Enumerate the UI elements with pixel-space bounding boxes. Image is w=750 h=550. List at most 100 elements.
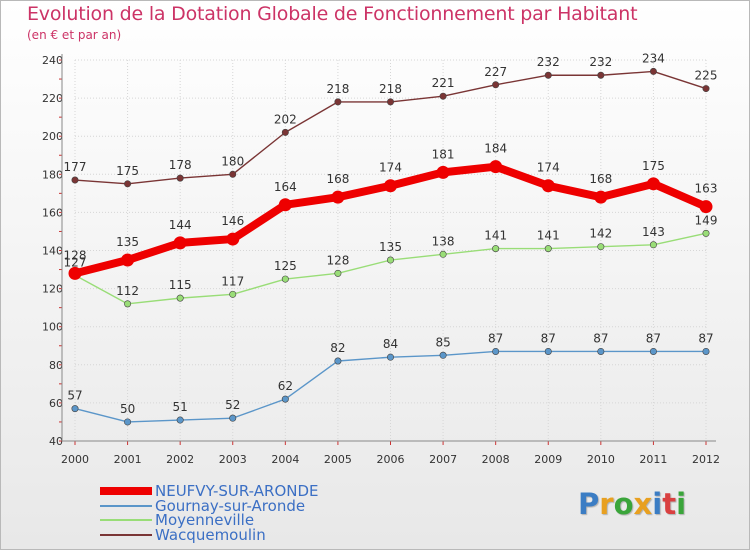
y-tick-label: 240 (42, 54, 63, 67)
data-label: 52 (225, 398, 240, 412)
data-label: 57 (67, 389, 82, 403)
logo-letter: x (633, 487, 653, 521)
data-label: 174 (537, 161, 560, 175)
data-point (386, 353, 394, 361)
data-label: 138 (432, 234, 455, 248)
data-point (334, 98, 342, 106)
data-point (702, 229, 710, 237)
data-point (597, 71, 605, 79)
data-point (124, 180, 132, 188)
data-label: 87 (541, 331, 556, 345)
data-label: 146 (221, 214, 244, 228)
data-point (594, 190, 608, 204)
x-tick-label: 2001 (114, 453, 142, 466)
data-point (702, 347, 710, 355)
legend-item: Moyenneville (100, 513, 319, 528)
data-point (492, 347, 500, 355)
series-moyenneville: 127 112 115 117 125 128 135 138 141 141 142 143 149 (64, 213, 717, 308)
x-tick-label: 2007 (429, 453, 457, 466)
y-tick-label: 180 (42, 168, 63, 181)
y-tick-label: 100 (42, 321, 63, 334)
data-point (278, 198, 292, 212)
data-label: 87 (698, 331, 713, 345)
data-label: 163 (695, 182, 718, 196)
x-tick-label: 2012 (692, 453, 720, 466)
y-tick-label: 160 (42, 206, 63, 219)
data-label: 225 (695, 69, 718, 83)
data-label: 135 (379, 240, 402, 254)
data-point (229, 414, 237, 422)
data-label: 125 (274, 259, 297, 273)
y-tick-label: 60 (49, 397, 63, 410)
legend-label: Gournay-sur-Aronde (155, 496, 306, 515)
legend-swatch (100, 487, 152, 496)
data-label: 117 (221, 274, 244, 288)
data-label: 51 (173, 400, 188, 414)
data-label: 87 (488, 331, 503, 345)
data-label: 142 (589, 227, 612, 241)
data-label: 87 (593, 331, 608, 345)
y-tick-label: 200 (42, 130, 63, 143)
data-label: 82 (330, 341, 345, 355)
data-point (281, 128, 289, 136)
legend-label: NEUFVY-SUR-ARONDE (155, 482, 319, 500)
x-tick-label: 2003 (219, 453, 247, 466)
data-point (649, 241, 657, 249)
x-tick-label: 2000 (61, 453, 89, 466)
data-point (124, 300, 132, 308)
logo-letter: P (578, 487, 600, 521)
data-point (226, 232, 240, 246)
data-label: 232 (537, 55, 560, 69)
chart-title: Evolution de la Dotation Globale de Fonc… (27, 3, 638, 25)
x-tick-label: 2006 (377, 453, 405, 466)
chart-subtitle: (en € et par an) (27, 28, 122, 42)
data-label: 232 (589, 55, 612, 69)
data-point (71, 176, 79, 184)
data-label: 181 (432, 147, 455, 161)
proxiti-logo: Proxiti (578, 487, 686, 521)
data-point (386, 98, 394, 106)
data-point (544, 245, 552, 253)
data-point (699, 200, 713, 214)
data-point (492, 245, 500, 253)
legend-item: Gournay-sur-Aronde (100, 496, 319, 515)
data-label: 174 (379, 161, 402, 175)
legend-label: Moyenneville (155, 511, 255, 529)
logo-letter: i (676, 487, 687, 521)
data-point (334, 357, 342, 365)
data-point (439, 250, 447, 258)
y-tick-label: 140 (42, 245, 63, 258)
series-wacquemoulin: 177 175 178 180 202 218 218 221 227 232 232 234 225 (64, 51, 718, 188)
x-tick-label: 2005 (324, 453, 352, 466)
data-label: 202 (274, 112, 297, 126)
data-point (649, 67, 657, 75)
data-label: 50 (120, 402, 135, 416)
chart-legend: NEUFVY-SUR-ARONDE Gournay-sur-Aronde Moyen… (100, 484, 319, 542)
data-point (436, 165, 450, 179)
data-point (121, 253, 135, 267)
data-label: 62 (278, 379, 293, 393)
data-label: 218 (326, 82, 349, 96)
data-point (176, 416, 184, 424)
data-point (173, 236, 187, 250)
legend-swatch (100, 519, 152, 522)
data-label: 84 (383, 337, 398, 351)
data-point (176, 174, 184, 182)
logo-letter: i (652, 487, 663, 521)
y-tick-label: 220 (42, 92, 63, 105)
data-point (544, 347, 552, 355)
data-point (334, 269, 342, 277)
x-tick-label: 2009 (534, 453, 562, 466)
data-point (597, 243, 605, 251)
data-label: 180 (221, 154, 244, 168)
data-point (439, 92, 447, 100)
data-point (331, 190, 345, 204)
data-label: 184 (484, 142, 507, 156)
series-gournay-sur-aronde: 57 50 51 52 62 82 84 85 87 87 87 87 87 (67, 331, 714, 426)
data-label: 234 (642, 51, 665, 65)
data-label: 87 (646, 331, 661, 345)
data-label: 115 (169, 278, 192, 292)
data-point (544, 71, 552, 79)
data-point (281, 395, 289, 403)
